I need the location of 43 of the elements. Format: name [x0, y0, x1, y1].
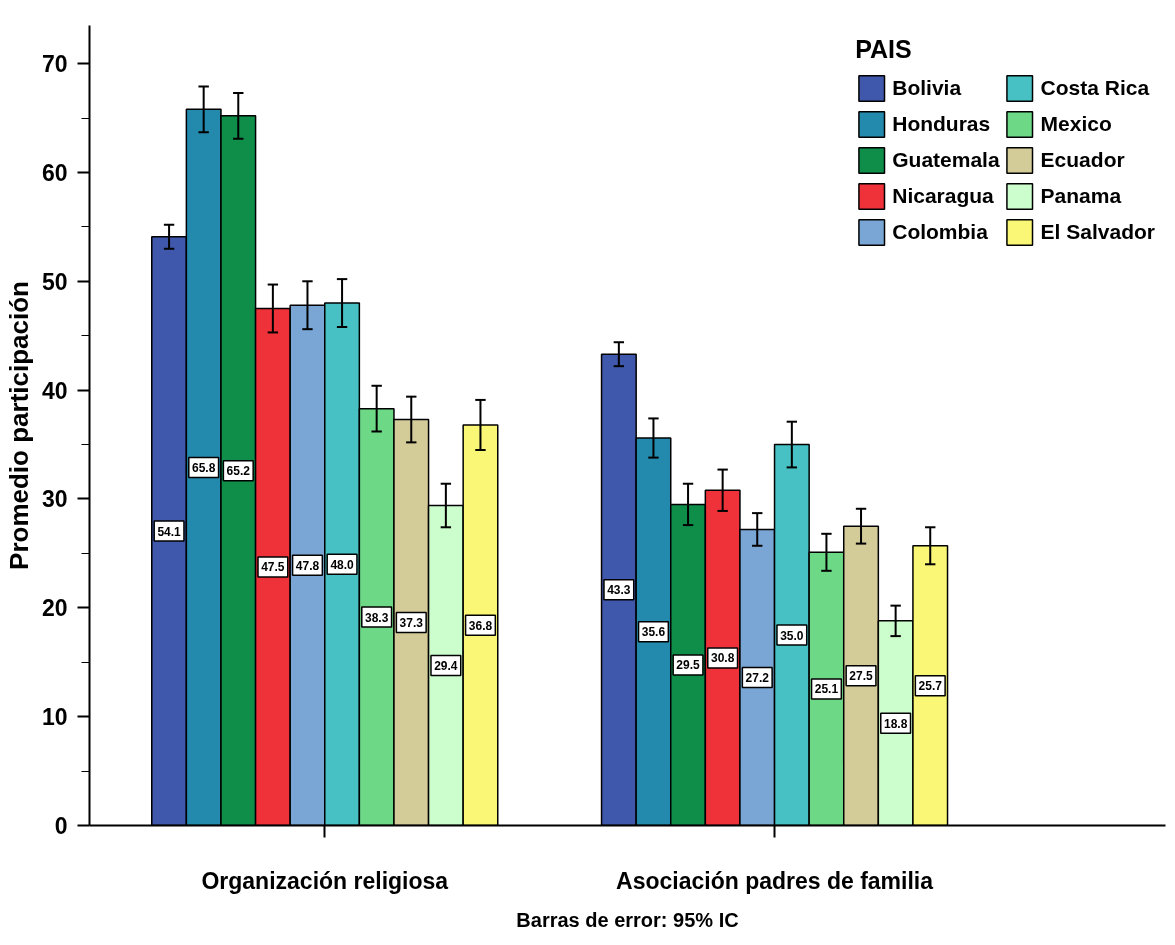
x-tick-label: Asociación padres de familia: [616, 867, 934, 894]
text: Barras de error: 95% IC: [516, 908, 739, 931]
data-label: 65.8: [192, 460, 216, 475]
legend-label: Honduras: [892, 111, 991, 137]
y-axis-title: Promedio participación: [3, 281, 34, 570]
y-tick-label: 40: [41, 377, 68, 404]
data-label: 47.8: [295, 558, 320, 573]
legend-label: Panama: [1040, 183, 1122, 209]
data-label: 65.2: [226, 464, 251, 479]
data-label: 29.4: [434, 659, 458, 673]
y-tick-label: 0: [54, 813, 68, 839]
data-label: 35.0: [780, 628, 804, 643]
legend-label: Mexico: [1040, 111, 1112, 137]
data-label: 25.1: [814, 682, 839, 697]
x-tick-label: Organización religiosa: [201, 867, 449, 894]
data-label: 54.1: [157, 524, 182, 539]
data-label: 18.8: [883, 716, 908, 731]
legend-label: Guatemala: [892, 147, 1000, 173]
data-label: 27.2: [745, 670, 770, 685]
y-tick-label: 60: [41, 159, 68, 186]
data-label: 48.0: [330, 557, 355, 572]
legend-label: Nicaragua: [892, 183, 994, 209]
y-tick-label: 30: [41, 486, 68, 513]
legend-title: PAIS: [855, 35, 913, 64]
data-label: 25.7: [918, 679, 943, 694]
legend-label: El Salvador: [1040, 219, 1155, 245]
data-label: 37.3: [399, 616, 424, 631]
legend-label: Costa Rica: [1040, 75, 1150, 101]
data-label: 43.3: [607, 583, 631, 598]
data-label: 38.3: [364, 610, 389, 625]
data-label: 30.8: [710, 651, 735, 666]
y-tick-label: 10: [41, 704, 68, 731]
data-label: 27.5: [849, 669, 874, 684]
y-tick-label: 20: [41, 595, 68, 622]
legend-label: Ecuador: [1040, 147, 1125, 173]
y-tick-label: 50: [41, 268, 68, 295]
legend-label: Colombia: [892, 219, 988, 245]
data-label: 47.5: [261, 560, 285, 575]
data-label: 29.5: [676, 658, 701, 673]
legend-label: Bolivia: [892, 75, 962, 101]
y-tick-label: 70: [41, 51, 68, 78]
data-label: 35.6: [641, 625, 666, 640]
data-label: 36.8: [468, 618, 493, 633]
